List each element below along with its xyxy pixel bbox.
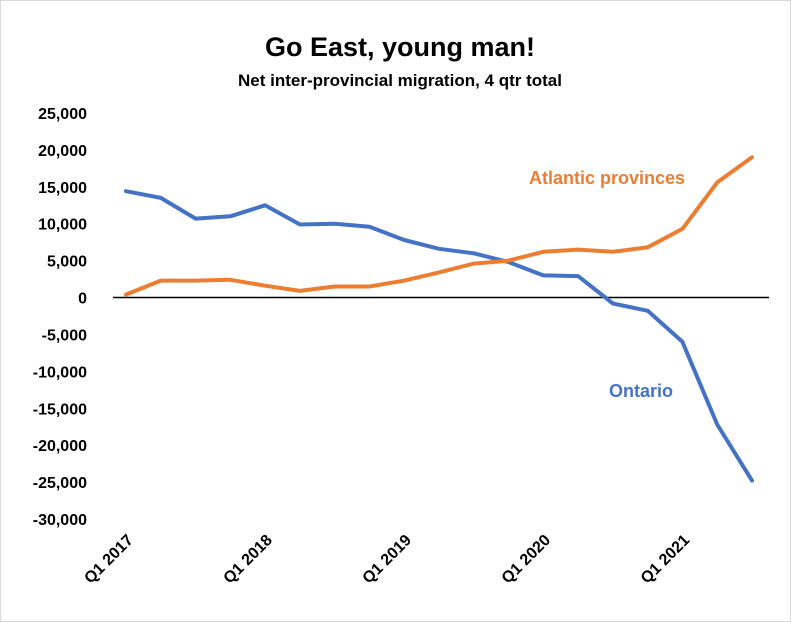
series-line-atlantic-provinces	[124, 155, 754, 297]
x-tick-label: Q1 2019	[360, 532, 415, 587]
series-label-ontario: Ontario	[609, 381, 673, 401]
y-tick-label: -30,000	[33, 512, 87, 529]
y-tick-label: 15,000	[38, 180, 87, 197]
x-tick-label: Q1 2021	[638, 532, 693, 587]
y-tick-label: -5,000	[42, 327, 87, 344]
series-label-atlantic-provinces: Atlantic provinces	[529, 168, 685, 188]
series-lines	[124, 155, 754, 483]
y-tick-label: 10,000	[38, 217, 87, 234]
y-tick-label: 20,000	[38, 143, 87, 160]
series-line-ontario	[124, 189, 754, 483]
y-tick-label: 0	[78, 291, 87, 308]
y-tick-label: -15,000	[33, 401, 87, 418]
x-axis-tick-labels: Q1 2017 Q1 2018 Q1 2019 Q1 2020 Q1 2021	[81, 532, 693, 587]
x-tick-label: Q1 2017	[81, 532, 136, 587]
y-tick-label: 5,000	[47, 254, 87, 271]
y-tick-label: -25,000	[33, 475, 87, 492]
x-tick-label: Q1 2020	[499, 532, 554, 587]
chart-title: Go East, young man!	[265, 32, 535, 62]
y-tick-label: 25,000	[38, 106, 87, 123]
y-tick-label: -10,000	[33, 364, 87, 381]
y-axis-tick-labels: 25,000 20,000 15,000 10,000 5,000 0 -5,000 -10,…	[33, 106, 87, 529]
y-tick-label: -20,000	[33, 438, 87, 455]
chart-subtitle: Net inter-provincial migration, 4 qtr to…	[238, 71, 562, 90]
x-tick-label: Q1 2018	[221, 532, 276, 587]
